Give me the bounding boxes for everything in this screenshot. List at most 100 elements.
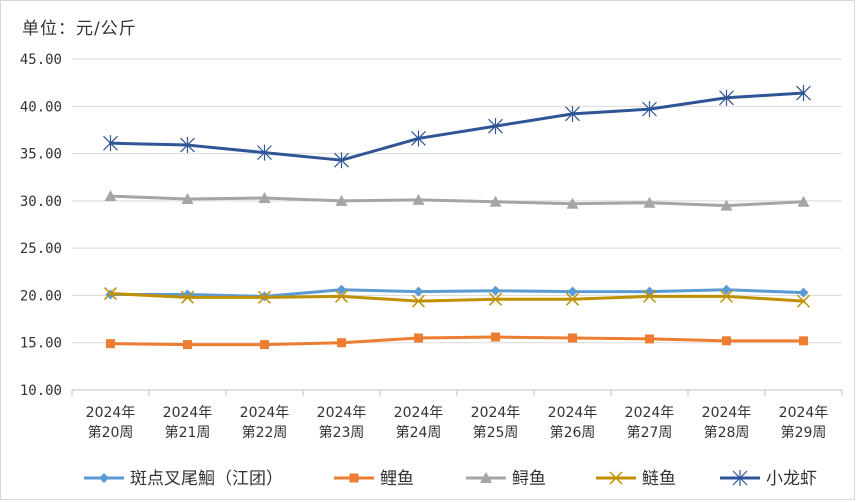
x-tick-label: 2024年 [702, 405, 752, 421]
data-point [411, 294, 426, 308]
x-tick-label: 2024年 [548, 405, 598, 421]
data-point [337, 338, 346, 348]
x-tick-label: 2024年 [779, 405, 829, 421]
data-point [260, 340, 269, 350]
legend-item: 鲟鱼 [466, 469, 546, 489]
series-line [109, 288, 805, 298]
series-line [109, 91, 805, 162]
data-point [488, 118, 503, 135]
legend-item: 鲤鱼 [334, 469, 414, 489]
legend-marker [99, 473, 109, 483]
legend-marker [480, 472, 492, 483]
data-point [414, 333, 423, 343]
y-tick-label: 45.00 [20, 52, 62, 68]
legend-marker [349, 473, 359, 483]
data-point [565, 292, 580, 306]
data-point [106, 339, 115, 349]
data-point [489, 195, 502, 207]
legend-marker [732, 470, 748, 486]
x-tick-label: 第25周 [473, 424, 519, 441]
data-point [799, 336, 808, 346]
data-point [796, 294, 811, 308]
x-tick-label: 第29周 [781, 424, 827, 441]
y-tick-label: 10.00 [20, 383, 62, 399]
legend-item: 鲢鱼 [596, 469, 676, 489]
data-point [412, 193, 425, 205]
y-tick-label: 30.00 [20, 194, 62, 210]
data-point [257, 290, 272, 304]
data-point [797, 195, 810, 207]
data-point [491, 332, 500, 342]
data-point [413, 286, 424, 297]
x-tick-label: 第27周 [627, 424, 673, 441]
data-point [180, 137, 195, 154]
data-point [181, 192, 194, 204]
data-point [568, 333, 577, 343]
legend-label: 鲟鱼 [512, 469, 546, 489]
series-1 [106, 332, 808, 350]
y-tick-label: 20.00 [20, 288, 62, 304]
y-tick-label: 35.00 [20, 147, 62, 163]
legend-marker [609, 471, 623, 485]
data-point [334, 289, 349, 303]
data-point [488, 292, 503, 306]
data-point [183, 340, 192, 350]
data-point [180, 290, 195, 304]
x-tick-label: 2024年 [86, 405, 136, 421]
x-tick-label: 第20周 [88, 424, 134, 441]
x-tick-label: 第22周 [242, 424, 288, 441]
legend-item: 小龙虾 [720, 469, 817, 489]
series-4 [103, 85, 811, 169]
data-point [411, 130, 426, 147]
unit-label: 单位：元/公斤 [22, 19, 137, 39]
data-point [567, 286, 578, 297]
data-point [490, 285, 501, 296]
series-line [109, 335, 805, 347]
data-point [645, 334, 654, 344]
data-point [566, 197, 579, 209]
x-tick-label: 第21周 [165, 424, 211, 441]
x-tick-label: 2024年 [471, 405, 521, 421]
x-tick-label: 2024年 [625, 405, 675, 421]
x-tick-label: 2024年 [240, 405, 290, 421]
data-point [565, 105, 580, 122]
series-2 [104, 190, 810, 211]
data-point [719, 89, 734, 106]
data-point [796, 85, 811, 102]
data-point [103, 287, 118, 301]
data-point [719, 289, 734, 303]
series-line [109, 292, 805, 303]
x-tick-label: 第23周 [319, 424, 365, 441]
legend-label: 小龙虾 [766, 469, 817, 489]
data-point [334, 152, 349, 169]
x-tick-label: 第28周 [704, 424, 750, 441]
legend-label: 鲤鱼 [380, 469, 414, 489]
data-point [104, 190, 117, 202]
data-point [642, 101, 657, 118]
series-line [109, 194, 805, 208]
legend-label: 斑点叉尾鮰（江团） [130, 469, 283, 489]
data-point [643, 196, 656, 208]
data-point [722, 336, 731, 346]
data-point [642, 289, 657, 303]
x-tick-label: 第24周 [396, 424, 442, 441]
y-tick-label: 15.00 [20, 336, 62, 352]
data-point [103, 135, 118, 152]
data-point [720, 199, 733, 211]
x-tick-label: 2024年 [394, 405, 444, 421]
data-point [336, 284, 347, 295]
data-point [257, 144, 272, 161]
x-tick-label: 2024年 [163, 405, 213, 421]
series-3 [103, 287, 811, 308]
data-point [798, 287, 809, 298]
y-tick-label: 25.00 [20, 241, 62, 257]
y-tick-label: 40.00 [20, 99, 62, 115]
data-point [335, 194, 348, 206]
x-tick-label: 2024年 [317, 405, 367, 421]
x-tick-label: 第26周 [550, 424, 596, 441]
legend-label: 鲢鱼 [642, 469, 676, 489]
data-point [721, 284, 732, 295]
legend-item: 斑点叉尾鮰（江团） [84, 469, 283, 489]
